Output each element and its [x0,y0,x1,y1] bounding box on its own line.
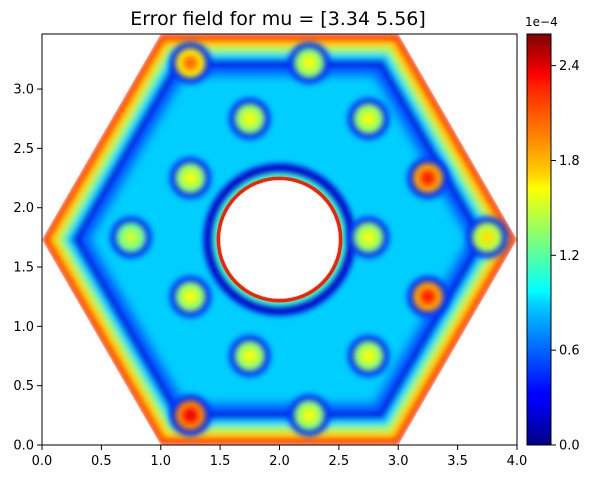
hot-spot-14 [288,394,331,437]
x-tick-label: 3.0 [388,454,409,469]
hot-spot-3 [347,97,390,140]
y-tick-label: 1.0 [13,320,34,335]
x-tick-label: 0.5 [91,454,112,469]
hot-spot-core [183,408,198,423]
hot-spot-core [183,171,198,186]
colorbar-gradient [526,33,552,446]
y-tick-label: 2.0 [13,201,34,216]
hot-spot-10 [406,275,449,318]
colorbar-tick-label: 0.0 [559,439,580,454]
hot-spot-core [302,55,317,70]
y-tick-label: 3.0 [13,83,34,98]
y-axis: 0.0 0.5 1.0 1.5 2.0 2.5 3.0 [13,83,42,454]
hot-spot-9 [169,275,212,318]
y-tick-label: 0.0 [13,439,34,454]
y-tick-label: 0.5 [13,379,34,394]
hot-spot-12 [347,335,390,378]
y-tick-label: 1.5 [13,261,34,276]
x-tick-label: 1.0 [150,454,171,469]
colorbar: 1e−4 0.0 0.6 1.2 1.8 2.4 [525,15,580,454]
hot-spot-2 [228,97,271,140]
hot-spot-core [302,408,317,423]
colorbar-tick-label: 1.2 [559,249,580,264]
hot-spot-core [242,111,257,126]
hot-spot-core [420,289,435,304]
hot-spot-11 [228,335,271,378]
hot-spot-5 [406,157,449,200]
x-tick-label: 2.5 [329,454,350,469]
x-tick-label: 3.5 [447,454,468,469]
hot-spot-core [361,111,376,126]
x-axis: 0.0 0.5 1.0 1.5 2.0 2.5 3.0 3.5 4.0 [32,445,528,469]
colorbar-tick-label: 0.6 [559,344,580,359]
colorbar-tick-label: 2.4 [559,59,580,74]
x-tick-label: 1.5 [210,454,231,469]
colorbar-ticks: 0.0 0.6 1.2 1.8 2.4 [551,59,580,454]
hot-spot-core [124,230,139,245]
chart-title: Error field for mu = [3.34 5.56] [130,8,426,30]
hot-spot-7 [347,216,390,259]
x-tick-label: 0.0 [32,454,53,469]
hot-spots [110,41,509,437]
error-field-plot [42,34,517,445]
y-tick-label: 2.5 [13,142,34,157]
hot-spot-core [480,230,495,245]
hot-spot-core [183,55,198,70]
colorbar-tick-label: 1.8 [559,154,580,169]
x-tick-label: 4.0 [507,454,528,469]
hot-spot-6 [110,216,153,259]
hot-spot-core [242,349,257,364]
colorbar-multiplier: 1e−4 [525,15,558,29]
hot-spot-1 [288,41,331,84]
hot-spot-8 [466,216,509,259]
hot-spot-core [420,171,435,186]
x-tick-label: 2.0 [269,454,290,469]
hot-spot-core [361,349,376,364]
hot-spot-core [361,230,376,245]
hot-spot-4 [169,157,212,200]
hot-spot-13 [169,394,212,437]
hot-spot-0 [169,41,212,84]
hot-spot-core [183,289,198,304]
central-hole [220,180,339,299]
